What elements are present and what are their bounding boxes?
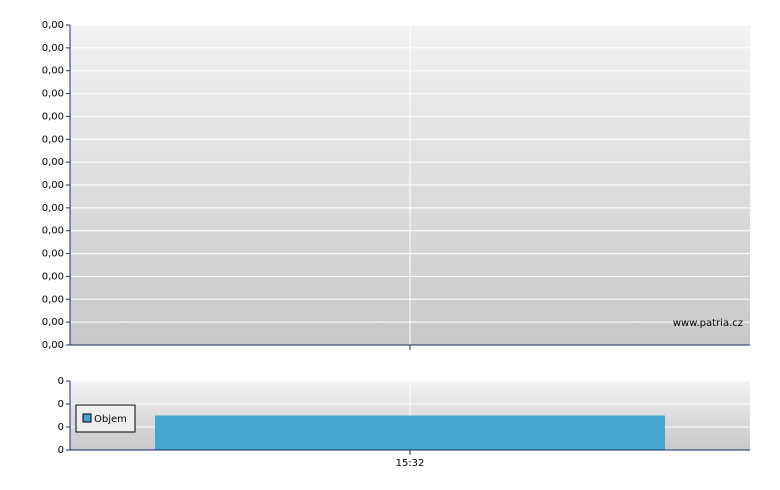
y-tick-label: 0,00 <box>42 317 64 328</box>
y-tick-label: 0,00 <box>42 340 64 351</box>
x-tick-label: 15:32 <box>396 458 425 469</box>
y-tick-label: 0,00 <box>42 180 64 191</box>
legend-label: Objem <box>94 414 127 425</box>
y-tick-label: 0 <box>58 376 64 387</box>
y-tick-label: 0,00 <box>42 249 64 260</box>
y-tick-label: 0,00 <box>42 134 64 145</box>
y-tick-label: 0,00 <box>42 66 64 77</box>
y-tick-label: 0,00 <box>42 203 64 214</box>
y-tick-label: 0 <box>58 445 64 456</box>
legend: Objem <box>75 404 136 433</box>
watermark: www.patria.cz <box>673 318 743 329</box>
y-tick-label: 0 <box>58 399 64 410</box>
y-tick-label: 0,00 <box>42 89 64 100</box>
legend-swatch <box>82 413 92 423</box>
y-tick-label: 0,00 <box>42 111 64 122</box>
y-tick-label: 0,00 <box>42 157 64 168</box>
y-tick-label: 0,00 <box>42 43 64 54</box>
bar <box>155 415 665 450</box>
y-tick-label: 0,00 <box>42 294 64 305</box>
y-tick-label: 0,00 <box>42 20 64 31</box>
marks <box>70 24 750 450</box>
y-tick-label: 0,00 <box>42 226 64 237</box>
y-tick-label: 0,00 <box>42 271 64 282</box>
y-tick-label: 0 <box>58 422 64 433</box>
